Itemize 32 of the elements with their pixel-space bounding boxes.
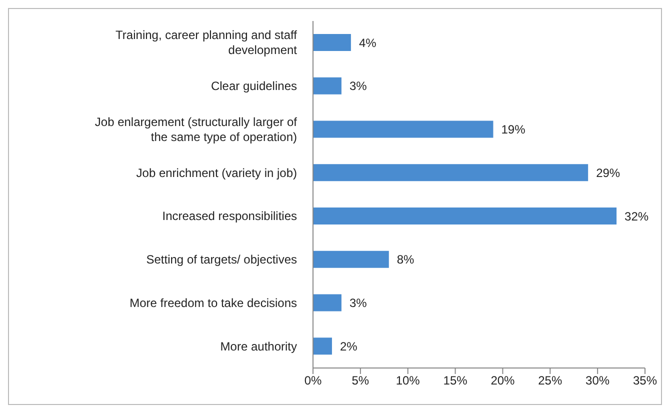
x-tick-label: 25% bbox=[538, 374, 562, 388]
bar bbox=[313, 120, 494, 138]
x-tick-label: 10% bbox=[396, 374, 420, 388]
bar bbox=[313, 250, 389, 268]
bar bbox=[313, 164, 588, 182]
data-label: 19% bbox=[501, 122, 526, 137]
y-tick-label: Clear guidelines bbox=[210, 79, 297, 94]
bar bbox=[313, 208, 617, 225]
data-label: 3% bbox=[349, 296, 368, 310]
x-tick-label: 15% bbox=[443, 374, 468, 388]
y-tick-label: Training, career planning and staff development bbox=[116, 28, 298, 58]
y-tick-label: Job enrichment (variety in job) bbox=[136, 166, 298, 180]
y-tick-label: Increased responsibilities bbox=[162, 209, 297, 224]
y-tick-label: Setting of targets/ objectives bbox=[146, 252, 297, 267]
x-tick-label: 30% bbox=[586, 374, 610, 388]
bar bbox=[313, 294, 342, 312]
bar bbox=[313, 338, 332, 355]
data-label: 32% bbox=[624, 209, 649, 224]
y-tick-label: More freedom to take decisions bbox=[130, 296, 297, 310]
data-label: 2% bbox=[340, 339, 358, 354]
bar bbox=[313, 34, 351, 52]
data-label: 4% bbox=[358, 36, 377, 50]
data-label: 8% bbox=[396, 252, 415, 267]
x-tick-label: 5% bbox=[352, 374, 370, 388]
data-label: 29% bbox=[596, 166, 620, 180]
x-tick-label: 0% bbox=[304, 374, 322, 388]
bar bbox=[313, 77, 342, 94]
x-tick-label: 35% bbox=[632, 374, 658, 388]
y-tick-label: Job enlargement (structurally larger of the same type of operation) bbox=[94, 114, 298, 144]
x-tick-label: 20% bbox=[490, 374, 516, 388]
y-tick-label: More authority bbox=[220, 339, 297, 354]
data-label: 3% bbox=[349, 79, 368, 94]
